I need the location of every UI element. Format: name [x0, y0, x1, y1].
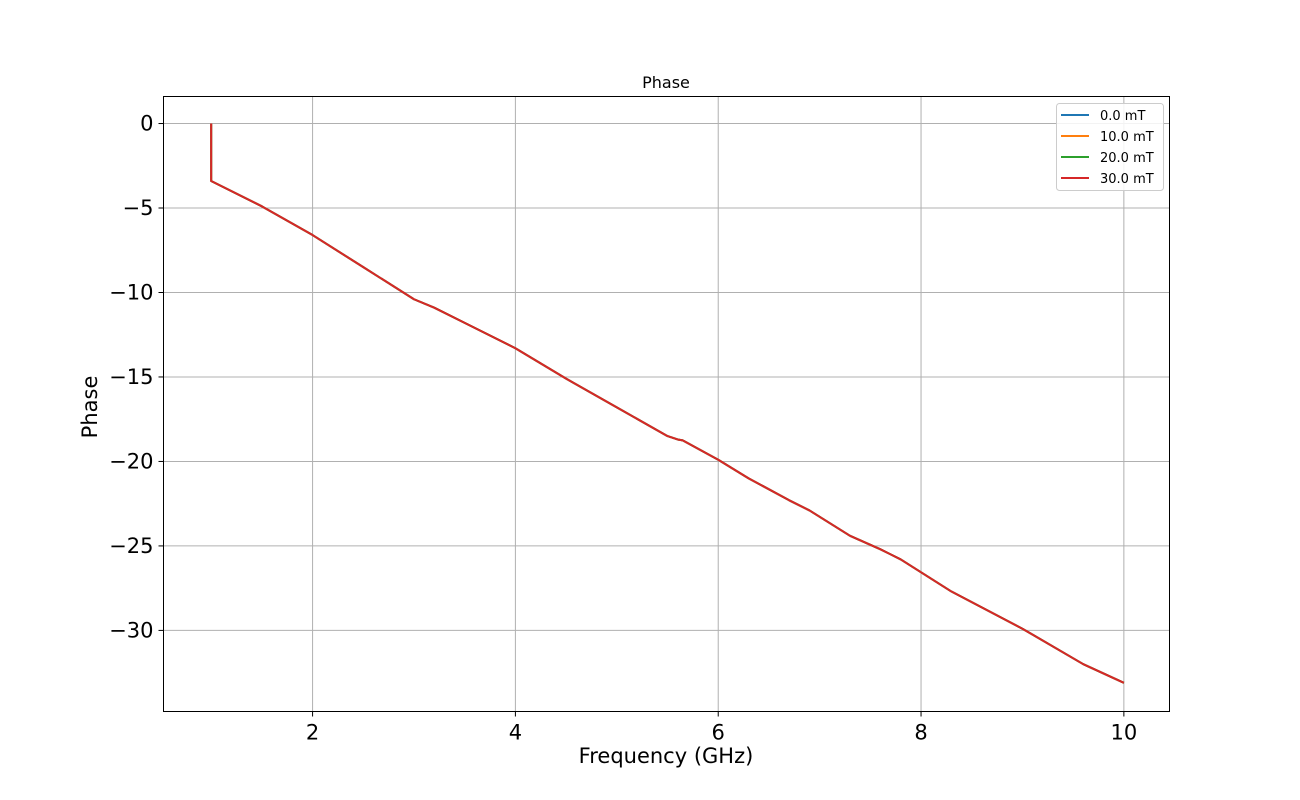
legend-box [1056, 103, 1164, 191]
x-tick-label: 6 [712, 721, 725, 745]
y-tick-label: −15 [109, 365, 153, 389]
y-tick-label: −30 [109, 618, 153, 642]
legend: 0.0 mT 10.0 mT 20.0 mT 30.0 mT [1056, 103, 1164, 191]
grid [163, 96, 1170, 712]
legend-label: 0.0 mT [1100, 109, 1145, 124]
series-line-0-0-mt [210, 123, 1125, 684]
x-axis-label: Frequency (GHz) [579, 744, 754, 768]
y-tick-label: −25 [109, 534, 153, 558]
chart-title: Phase [642, 73, 690, 92]
x-axis: 2 4 6 8 10 [306, 711, 1137, 745]
plot-frame [163, 96, 1170, 712]
legend-label: 10.0 mT [1100, 130, 1154, 145]
series-line-10-0-mt [210, 123, 1125, 684]
series-line-30-0-mt [210, 123, 1125, 684]
y-axis: 0 −5 −10 −15 −20 −25 −30 [109, 112, 164, 642]
series-line-20-0-mt [210, 123, 1125, 684]
x-tick-label: 4 [509, 721, 522, 745]
x-tick-label: 2 [306, 721, 319, 745]
y-tick-label: −10 [109, 280, 153, 304]
y-tick-label: −20 [109, 449, 153, 473]
x-tick-label: 8 [914, 721, 927, 745]
x-tick-label: 10 [1110, 721, 1137, 745]
y-tick-label: 0 [140, 112, 153, 136]
y-tick-label: −5 [123, 196, 154, 220]
y-axis-label: Phase [78, 376, 102, 439]
series-layer [210, 123, 1125, 684]
legend-label: 30.0 mT [1100, 172, 1154, 187]
legend-label: 20.0 mT [1100, 151, 1154, 166]
